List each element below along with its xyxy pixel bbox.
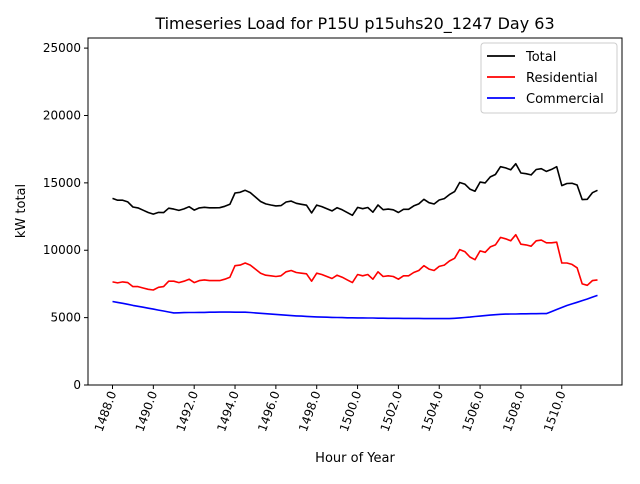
y-tick-label: 10000 bbox=[43, 243, 81, 257]
legend-label-residential: Residential bbox=[526, 71, 598, 86]
y-tick-label: 5000 bbox=[50, 311, 81, 325]
series-line-commercial bbox=[112, 294, 598, 320]
series-lines bbox=[112, 162, 598, 320]
legend-label-total: Total bbox=[525, 50, 556, 65]
y-tick-label: 20000 bbox=[43, 108, 81, 122]
legend: Total Residential Commercial bbox=[480, 42, 618, 114]
series-line-residential bbox=[112, 233, 598, 291]
x-axis-label: Hour of Year bbox=[315, 451, 395, 466]
legend-label-commercial: Commercial bbox=[526, 92, 604, 107]
y-axis-label: kW total bbox=[14, 184, 29, 238]
y-tick-label: 15000 bbox=[43, 176, 81, 190]
legend-box bbox=[480, 42, 618, 114]
chart-title: Timeseries Load for P15U p15uhs20_1247 D… bbox=[154, 14, 554, 34]
series-line-total bbox=[112, 162, 598, 217]
y-tick-label: 0 bbox=[73, 378, 81, 392]
y-tick-label: 25000 bbox=[43, 41, 81, 55]
plot-frame bbox=[87, 37, 623, 386]
